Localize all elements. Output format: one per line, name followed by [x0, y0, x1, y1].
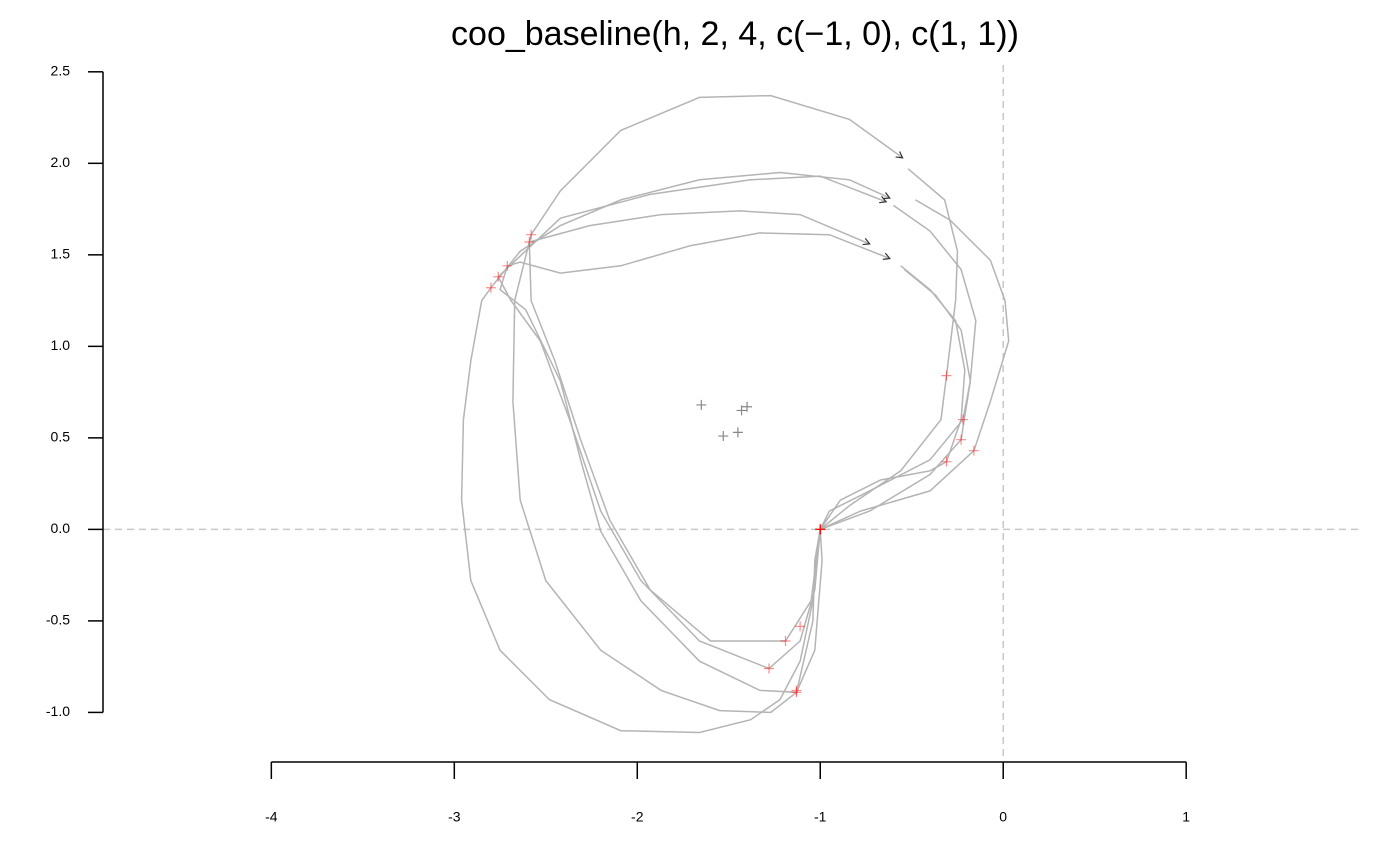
- landmark: [780, 636, 791, 647]
- landmark: [957, 414, 968, 425]
- direction-arrow: [895, 151, 904, 159]
- outline: [497, 175, 977, 670]
- y-tick-label: 2.0: [51, 154, 71, 170]
- direction-arrow: [879, 196, 888, 204]
- outline: [460, 171, 1010, 734]
- y-tick-label: 0.5: [51, 429, 71, 445]
- landmark: [791, 687, 802, 698]
- x-tick-label: -1: [814, 809, 827, 825]
- centroid: [732, 427, 743, 438]
- y-tick-label: -0.5: [46, 612, 70, 628]
- x-tick-label: 0: [999, 809, 1007, 825]
- y-tick-label: 1.0: [51, 337, 71, 353]
- landmark: [815, 524, 826, 535]
- direction-arrow: [882, 252, 891, 260]
- chart-title: coo_baseline(h, 2, 4, c(−1, 0), c(1, 1)): [451, 15, 1019, 53]
- landmark: [815, 524, 826, 535]
- direction-arrow: [862, 238, 871, 246]
- landmark: [815, 524, 826, 535]
- landmark: [526, 229, 537, 240]
- landmark: [502, 260, 513, 271]
- landmark: [968, 445, 979, 456]
- outline: [499, 232, 972, 694]
- landmark: [485, 282, 496, 293]
- centroid: [736, 405, 747, 416]
- x-tick-label: -4: [265, 809, 278, 825]
- x-tick-label: 1: [1182, 809, 1190, 825]
- landmark: [791, 685, 802, 696]
- landmark: [795, 621, 806, 632]
- centroid: [742, 401, 753, 412]
- centroid: [718, 431, 729, 442]
- y-tick-label: -1.0: [46, 703, 70, 719]
- y-tick-label: 0.0: [51, 520, 71, 536]
- landmark: [941, 370, 952, 381]
- landmark: [524, 237, 535, 248]
- landmark: [815, 524, 826, 535]
- outline: [528, 210, 966, 642]
- landmark: [815, 524, 826, 535]
- direction-arrow: [882, 192, 891, 200]
- landmark: [493, 271, 504, 282]
- x-tick-label: -3: [448, 809, 461, 825]
- landmark: [764, 663, 775, 674]
- y-tick-label: 2.5: [51, 63, 71, 79]
- x-tick-label: -2: [631, 809, 644, 825]
- y-tick-label: 1.5: [51, 246, 71, 262]
- landmark: [941, 456, 952, 467]
- centroid: [696, 399, 707, 410]
- outline: [512, 94, 959, 714]
- landmark: [956, 434, 967, 445]
